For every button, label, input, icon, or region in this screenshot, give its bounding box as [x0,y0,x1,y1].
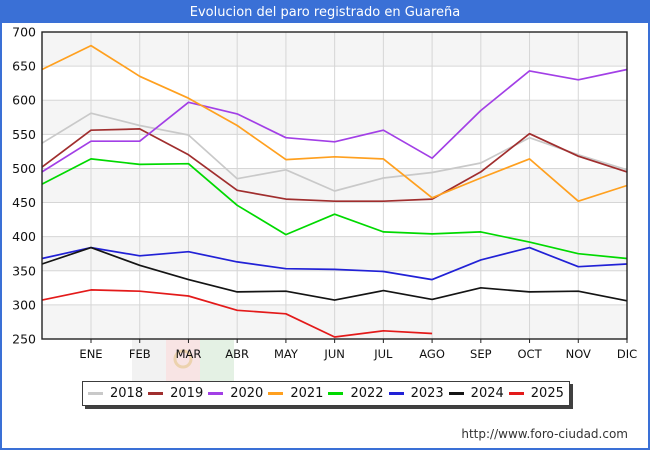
legend-item-2019: 2019 [148,386,203,401]
series-line-2023 [41,246,628,281]
page-title: Evolucion del paro registrado en Guareña [189,5,461,20]
legend-swatch-2024 [448,392,464,395]
legend-swatch-2025 [508,392,524,395]
legend-swatch-2021 [268,392,284,395]
y-tick-label: 600 [12,93,36,108]
legend-swatch-2019 [148,392,164,395]
x-tick-label: OCT [517,347,542,361]
x-tick-label: AGO [419,347,445,361]
series-line-2021 [41,44,628,203]
y-tick-label: 700 [12,25,36,40]
legend-label: 2018 [110,386,144,401]
legend-label: 2025 [530,386,564,401]
legend-label: 2022 [350,386,384,401]
x-tick-label: JUL [373,347,393,361]
series-line-2019 [41,128,628,203]
legend-item-2025: 2025 [508,386,564,401]
x-tick-label: DIC [617,347,637,361]
legend-label: 2019 [170,386,204,401]
y-tick-label: 450 [12,195,36,210]
legend-swatch-2022 [328,392,344,395]
legend-swatch-2023 [388,392,404,395]
legend: 2018 2019 2020 2021 2022 2023 2024 2025 [82,381,570,406]
legend-swatch-2018 [88,392,104,395]
legend-item-2021: 2021 [268,386,323,401]
x-tick-label: MAR [176,347,202,361]
legend-item-2023: 2023 [388,386,444,401]
series-line-2018 [41,112,628,192]
title-bar: Evolucion del paro registrado en Guareña [2,2,648,23]
x-tick-label: FEB [129,347,151,361]
series-line-2020 [41,68,628,173]
y-tick-label: 300 [12,297,36,312]
legend-item-2022: 2022 [328,386,384,401]
legend-item-2020: 2020 [208,386,263,401]
legend-label: 2020 [230,386,264,401]
y-tick-label: 650 [12,59,36,74]
legend-swatch-2020 [208,392,224,395]
x-tick-label: ENE [79,347,102,361]
legend-label: 2021 [290,386,324,401]
legend-item-2024: 2024 [448,386,504,401]
y-tick-label: 250 [12,332,36,347]
y-tick-label: 400 [12,229,36,244]
x-tick-label: SEP [470,347,492,361]
legend-label: 2024 [470,386,504,401]
series-line-2025 [41,289,433,338]
series-line-2022 [41,158,628,260]
y-tick-label: 550 [12,127,36,142]
watermark-emblem [173,349,193,369]
x-tick-label: NOV [566,347,591,361]
x-tick-label: JUN [323,347,344,361]
y-tick-label: 350 [12,263,36,278]
footer-url: http://www.foro-ciudad.com [461,427,628,441]
y-tick-label: 500 [12,161,36,176]
x-tick-label: ABR [225,347,249,361]
legend-item-2018: 2018 [88,386,143,401]
legend-label: 2023 [410,386,444,401]
series-line-2024 [41,246,628,302]
x-tick-label: MAY [274,347,299,361]
